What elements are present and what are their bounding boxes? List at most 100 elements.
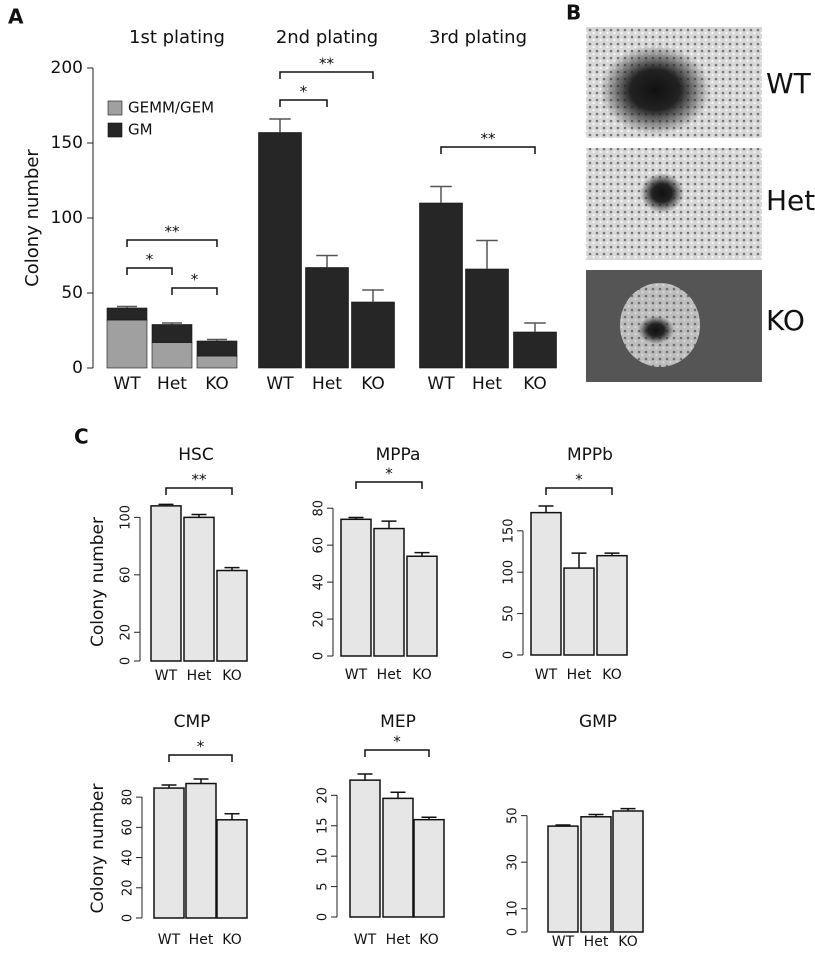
y-tick-label: 100 [502, 560, 517, 585]
bar [305, 267, 349, 369]
y-tick-label: 80 [121, 789, 136, 806]
x-tick-label: KO [602, 667, 621, 683]
x-tick-label: Het [584, 934, 609, 950]
x-tick-label: Het [377, 667, 402, 683]
chart-title: CMP [174, 712, 211, 732]
error-bar [414, 551, 430, 557]
bar [612, 810, 644, 933]
error-bar [316, 254, 338, 268]
error-bar [348, 516, 364, 520]
y-tick-label: 200 [51, 58, 83, 78]
x-tick-label: WT [552, 934, 575, 950]
bar [340, 518, 372, 657]
error-bar [390, 791, 406, 799]
y-tick-label: 40 [312, 574, 327, 591]
bar [349, 779, 381, 918]
bar [513, 331, 557, 369]
bar [419, 202, 463, 369]
y-tick-label: 10 [316, 848, 331, 865]
chart-title: MEP [380, 712, 416, 732]
error-bar [555, 824, 571, 827]
y-tick-label: 100 [51, 208, 83, 228]
x-tick-label: WT [354, 932, 377, 948]
x-tick-label: Het [567, 667, 592, 683]
y-tick-label: 0 [119, 657, 134, 665]
significance-label: * [385, 465, 393, 483]
error-bar [430, 185, 452, 203]
x-tick-label: KO [618, 934, 637, 950]
legend-swatch [107, 100, 123, 116]
bar [106, 307, 148, 321]
significance-bracket [171, 287, 218, 295]
legend-label: GM [128, 121, 153, 139]
x-tick-label: KO [205, 374, 229, 394]
chart-title: 3rd plating [429, 27, 527, 48]
y-tick-label: 50 [61, 283, 83, 303]
bar [185, 782, 217, 919]
bar [530, 511, 562, 656]
y-tick-label: 0 [72, 358, 83, 378]
panel-b: B WT Het KO [566, 1, 815, 382]
error-bar [269, 118, 291, 133]
bar [373, 527, 405, 657]
y-tick-label: 60 [119, 567, 134, 584]
x-tick-label: Het [157, 374, 187, 394]
y-tick-label: 100 [119, 505, 134, 530]
error-bar [207, 338, 227, 341]
bar [216, 569, 248, 662]
panel-label: B [566, 1, 581, 25]
x-tick-label: Het [386, 932, 411, 948]
significance-bracket [364, 749, 430, 757]
y-tick-label: 20 [119, 624, 134, 641]
bar [153, 787, 185, 919]
y-axis-label: Colony number [88, 783, 108, 913]
y-tick-label: 0 [312, 652, 327, 660]
error-bar [224, 813, 240, 820]
bar [216, 819, 248, 919]
x-tick-label: WT [155, 668, 178, 684]
y-tick-label: 80 [312, 500, 327, 517]
significance-label: * [300, 83, 308, 101]
x-tick-label: WT [535, 667, 558, 683]
error-bar [357, 773, 373, 781]
significance-bracket [355, 481, 423, 489]
error-bar [381, 520, 397, 529]
error-bar [162, 322, 182, 325]
x-tick-label: KO [523, 374, 547, 394]
y-tick-label: 20 [121, 880, 136, 897]
bar [151, 342, 193, 369]
error-bar [538, 505, 554, 513]
y-tick-label: 150 [51, 133, 83, 153]
y-tick-label: 20 [312, 611, 327, 628]
x-tick-label: WT [345, 667, 368, 683]
bar [150, 505, 182, 662]
significance-label: * [191, 271, 199, 289]
bar [580, 816, 612, 933]
chart-title: HSC [178, 445, 213, 465]
y-tick-label: 0 [121, 914, 136, 922]
x-tick-label: WT [113, 374, 141, 394]
x-tick-label: Het [312, 374, 342, 394]
y-tick-label: 60 [121, 819, 136, 836]
y-tick-label: 0 [316, 913, 331, 921]
y-tick-label: 10 [506, 900, 521, 917]
error-bar [421, 816, 437, 820]
chart-title: GMP [579, 712, 617, 732]
bar [382, 797, 414, 918]
bar [151, 324, 193, 343]
colony-blob [640, 173, 684, 213]
y-tick-label: 50 [502, 605, 517, 622]
y-axis-label: Colony number [88, 517, 108, 647]
bar [596, 554, 628, 656]
significance-bracket [279, 71, 374, 79]
bar [258, 132, 302, 369]
significance-label: * [393, 733, 401, 751]
colony-blob [600, 45, 710, 135]
significance-bracket [545, 487, 613, 495]
y-tick-label: 0 [502, 651, 517, 659]
colony-blob [638, 316, 674, 344]
y-tick-label: 5 [316, 882, 331, 890]
error-bar [193, 778, 209, 784]
x-tick-label: KO [419, 932, 438, 948]
bar [351, 301, 395, 369]
